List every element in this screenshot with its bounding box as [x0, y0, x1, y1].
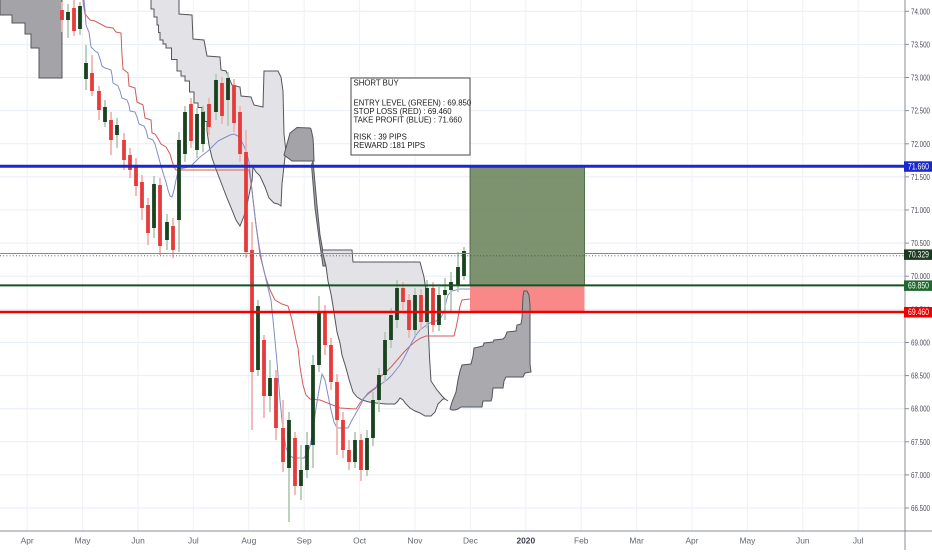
svg-text:Jul: Jul — [853, 536, 864, 546]
svg-text:73.500: 73.500 — [911, 39, 930, 49]
svg-text:RISK : 39 PIPS: RISK : 39 PIPS — [354, 133, 407, 142]
svg-text:70.500: 70.500 — [911, 238, 930, 248]
svg-text:74.000: 74.000 — [911, 6, 930, 16]
svg-text:SHORT BUY: SHORT BUY — [354, 79, 400, 88]
svg-text:Jul: Jul — [188, 536, 199, 546]
svg-text:Jun: Jun — [796, 536, 810, 546]
svg-text:71.500: 71.500 — [911, 172, 930, 182]
svg-text:66.500: 66.500 — [911, 503, 930, 513]
svg-text:72.500: 72.500 — [911, 106, 930, 116]
svg-text:2020: 2020 — [516, 536, 535, 546]
svg-text:Apr: Apr — [21, 536, 34, 546]
svg-text:May: May — [75, 536, 92, 546]
svg-text:Mar: Mar — [629, 536, 644, 546]
svg-text:ENTRY LEVEL (GREEN) : 69.850: ENTRY LEVEL (GREEN) : 69.850 — [354, 99, 472, 108]
svg-text:Sep: Sep — [297, 536, 312, 546]
svg-text:70.329: 70.329 — [908, 250, 929, 260]
svg-text:69.000: 69.000 — [911, 338, 930, 348]
svg-text:Dec: Dec — [463, 536, 478, 546]
svg-text:68.500: 68.500 — [911, 371, 930, 381]
svg-text:Oct: Oct — [353, 536, 367, 546]
svg-text:72.000: 72.000 — [911, 139, 930, 149]
svg-text:Feb: Feb — [574, 536, 589, 546]
svg-text:May: May — [739, 536, 756, 546]
svg-text:68.000: 68.000 — [911, 404, 930, 414]
svg-text:Apr: Apr — [685, 536, 698, 546]
svg-text:REWARD :181 PIPS: REWARD :181 PIPS — [354, 141, 426, 150]
svg-text:Aug: Aug — [241, 536, 256, 546]
svg-text:71.660: 71.660 — [908, 162, 929, 172]
svg-text:69.460: 69.460 — [908, 307, 929, 317]
svg-text:67.500: 67.500 — [911, 437, 930, 447]
svg-text:STOP LOSS (RED) : 69.460: STOP LOSS (RED) : 69.460 — [354, 107, 453, 116]
svg-text:70.000: 70.000 — [911, 271, 930, 281]
svg-text:TAKE PROFIT (BLUE) : 71.660: TAKE PROFIT (BLUE) : 71.660 — [354, 116, 463, 125]
svg-text:69.850: 69.850 — [908, 281, 929, 291]
svg-text:Jun: Jun — [131, 536, 145, 546]
svg-text:Nov: Nov — [408, 536, 424, 546]
svg-text:73.000: 73.000 — [911, 73, 930, 83]
svg-text:71.000: 71.000 — [911, 205, 930, 215]
svg-text:67.000: 67.000 — [911, 470, 930, 480]
